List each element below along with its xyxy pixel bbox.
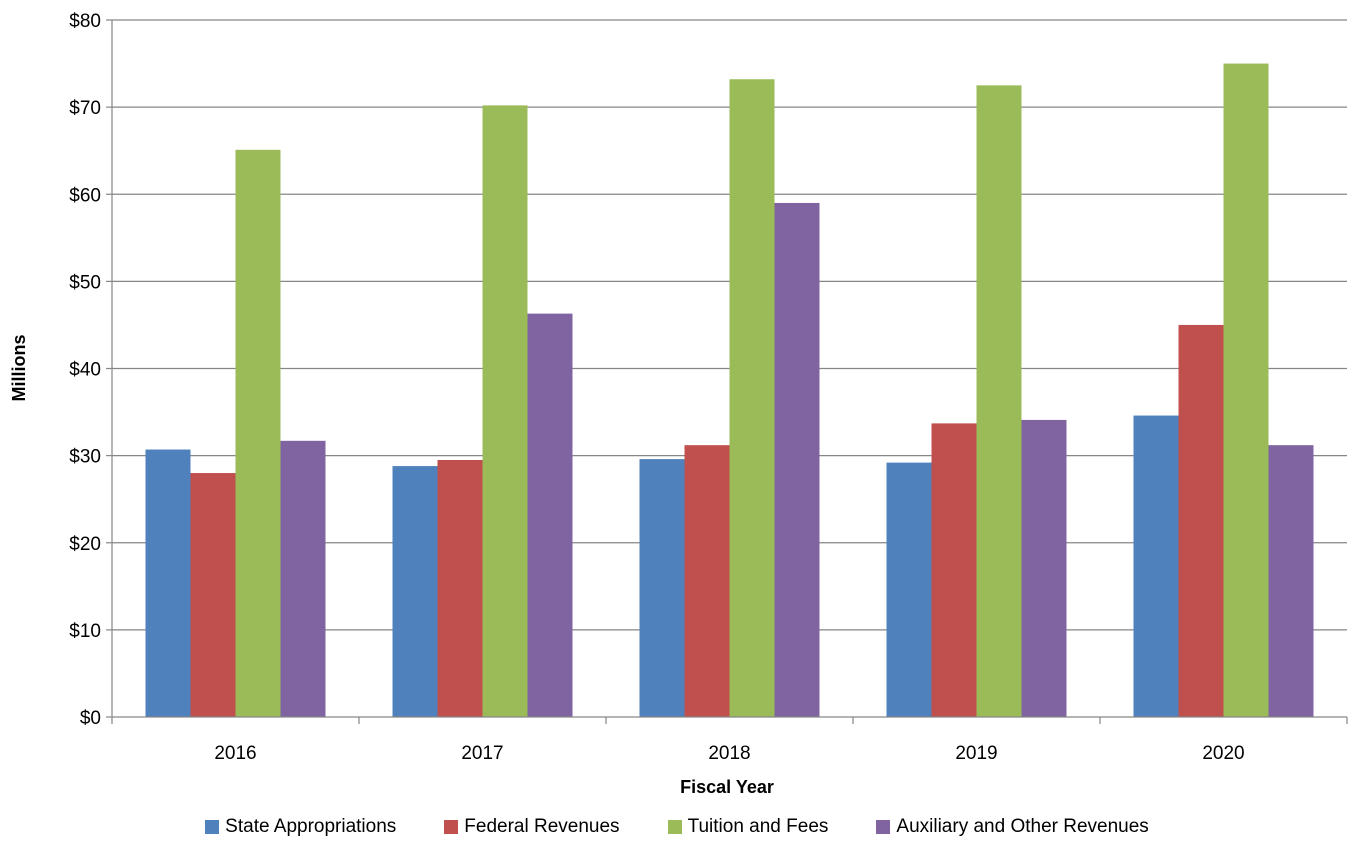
bar-auxiliary-and-other-revenues-2016	[280, 440, 326, 717]
y-tick-labels: $0 $10 $20 $30 $40 $50 $60 $70 $80	[69, 11, 101, 729]
legend-swatch	[444, 820, 459, 834]
legend-label: Auxiliary and Other Revenues	[896, 816, 1149, 837]
revenue-bar-chart: $0$10$20$30$40$50$60$70$80 2016 2017 2018 2…	[9, 11, 1348, 797]
y-axis-title: Millions	[9, 335, 29, 402]
legend-item: Tuition and Fees	[667, 816, 829, 838]
bar-state-appropriations-2019	[886, 462, 932, 717]
bar-federal-revenues-2017	[437, 459, 483, 717]
bar-tuition-and-fees-2018	[729, 79, 775, 718]
legend-swatch	[205, 820, 220, 834]
y-tick-label: $60	[69, 185, 101, 206]
x-axis-title: Fiscal Year	[680, 777, 774, 797]
x-tick-label: 2019	[955, 743, 997, 764]
axes	[111, 20, 1348, 724]
x-tick-label: 2020	[1202, 743, 1244, 764]
x-tick-labels: 2016 2017 2018 2019 2020	[214, 743, 1244, 764]
legend: State Appropriations Federal Revenues Tuit…	[0, 812, 1354, 842]
bar-auxiliary-and-other-revenues-2017	[527, 313, 573, 717]
x-tick-label: 2018	[708, 743, 750, 764]
bar-federal-revenues-2019	[931, 423, 977, 717]
y-tick-label: $30	[69, 447, 101, 468]
bar-state-appropriations-2017	[392, 466, 438, 717]
y-tick-label: $40	[69, 360, 101, 381]
bar-state-appropriations-2020	[1133, 415, 1179, 717]
bar-state-appropriations-2018	[639, 459, 685, 717]
legend-item: State Appropriations	[205, 816, 396, 838]
legend-item: Auxiliary and Other Revenues	[876, 816, 1149, 838]
legend-item: Federal Revenues	[444, 816, 620, 838]
bars-group	[145, 63, 1314, 718]
y-tick-label: $0	[80, 708, 101, 729]
y-tick-label: $20	[69, 534, 101, 555]
legend-label: Tuition and Fees	[687, 816, 829, 837]
legend-label: State Appropriations	[225, 816, 397, 837]
bar-tuition-and-fees-2019	[976, 85, 1022, 717]
legend-swatch	[876, 820, 891, 834]
bar-state-appropriations-2016	[145, 449, 191, 717]
bar-federal-revenues-2016	[190, 473, 236, 717]
y-tick-label: $70	[69, 98, 101, 119]
bar-auxiliary-and-other-revenues-2020	[1268, 445, 1314, 717]
y-tick-label: $80	[69, 11, 101, 32]
bar-auxiliary-and-other-revenues-2019	[1021, 419, 1067, 717]
bar-tuition-and-fees-2016	[235, 149, 281, 717]
x-tick-label: 2017	[461, 743, 503, 764]
x-tick-label: 2016	[214, 743, 256, 764]
bar-auxiliary-and-other-revenues-2018	[774, 202, 820, 717]
legend-swatch	[667, 820, 682, 834]
bar-federal-revenues-2020	[1178, 324, 1224, 717]
bar-tuition-and-fees-2020	[1223, 63, 1269, 717]
bar-federal-revenues-2018	[684, 445, 730, 717]
y-tick-label: $10	[69, 621, 101, 642]
bar-tuition-and-fees-2017	[482, 105, 528, 717]
legend-label: Federal Revenues	[464, 816, 620, 837]
y-tick-label: $50	[69, 272, 101, 293]
